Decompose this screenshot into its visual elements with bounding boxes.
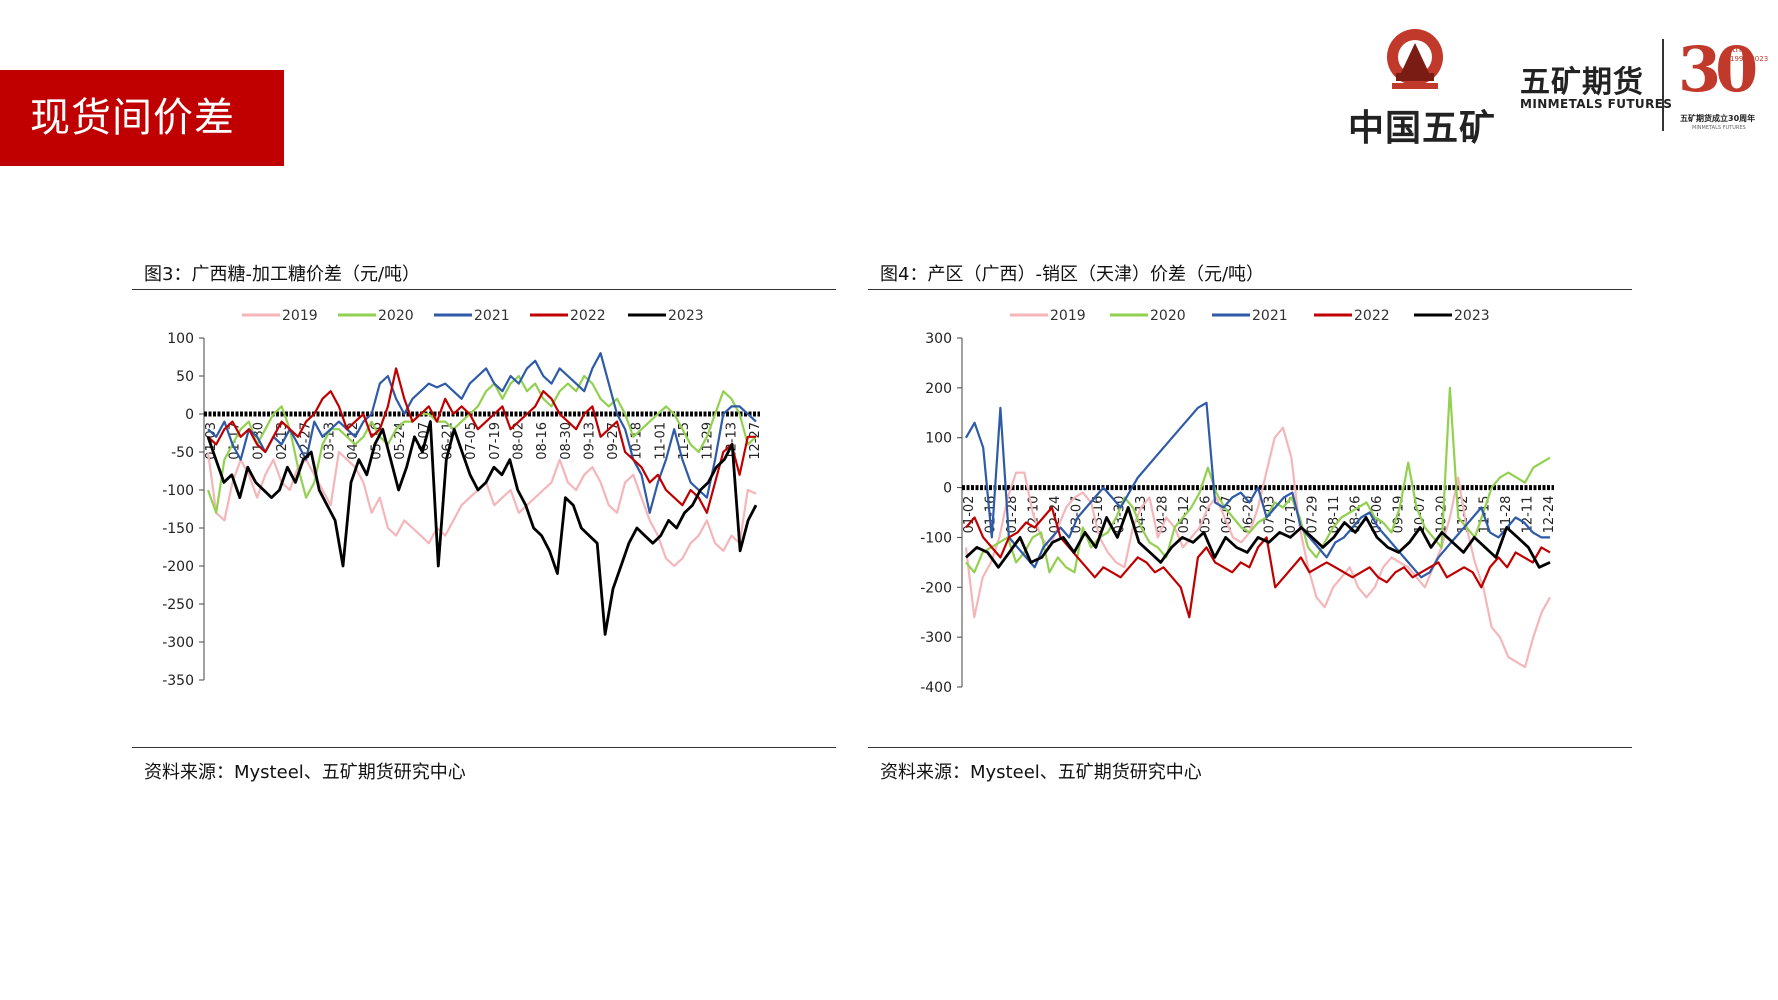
company-cn-name: 中国五矿	[1348, 108, 1497, 149]
y-tick-label: -50	[171, 445, 194, 461]
series-line-2019	[206, 450, 757, 568]
chart-source: 资料来源：Mysteel、五矿期货研究中心	[880, 762, 1202, 783]
brand-en-name: MINMETALS FUTURES	[1520, 97, 1673, 111]
x-tick-label: 08-30	[559, 422, 574, 460]
x-tick-label: 03-07	[1069, 496, 1084, 534]
x-tick-label: 11-29	[701, 422, 716, 460]
brand-cn-name: 五矿期货	[1520, 65, 1644, 100]
anniversary-caption: 五矿期货成立30周年	[1680, 114, 1756, 123]
x-tick-label: 08-16	[535, 422, 550, 460]
x-tick-label: 04-28	[1155, 496, 1170, 534]
x-tick-label: 01-02	[962, 496, 977, 534]
x-tick-label: 10-18	[630, 422, 645, 460]
chart-title: 图3：广西糖-加工糖价差（元/吨）	[144, 264, 421, 285]
y-tick-label: -400	[920, 680, 952, 696]
chart-title: 图4：产区（广西）-销区（天津）价差（元/吨）	[880, 264, 1265, 285]
y-tick-label: -350	[162, 673, 194, 689]
series-line-2020	[965, 386, 1551, 574]
series-line-2021	[207, 352, 757, 514]
legend-label: 2023	[668, 308, 704, 324]
legend-label: 2020	[378, 308, 414, 324]
chart-top-rule	[132, 289, 836, 290]
y-tick-label: -300	[162, 635, 194, 651]
y-tick-label: 0	[943, 481, 952, 497]
x-tick-label: 07-05	[464, 422, 479, 460]
x-tick-label: 11-01	[653, 422, 668, 460]
x-tick-label: 09-06	[1370, 496, 1385, 534]
y-tick-label: -300	[920, 630, 952, 646]
logo-divider	[1662, 39, 1664, 131]
y-tick-label: -250	[162, 597, 194, 613]
y-tick-label: -150	[162, 521, 194, 537]
x-tick-label: 10-20	[1435, 496, 1450, 534]
y-tick-label: 50	[176, 369, 194, 385]
legend-label: 2021	[474, 308, 510, 324]
chart-panel-right: 图4：产区（广西）-销区（天津）价差（元/吨） 300 200 100 0 -100 -2…	[868, 256, 1632, 796]
x-tick-label: 11-15	[1478, 496, 1493, 534]
y-tick-label: 100	[925, 431, 952, 447]
series-line-2019	[964, 426, 1551, 669]
x-tick-label: 09-13	[582, 422, 597, 460]
x-tick-label: 08-02	[511, 422, 526, 460]
series-line-2022	[965, 506, 1551, 619]
legend-label: 2023	[1454, 308, 1490, 324]
legend-label: 2019	[1050, 308, 1086, 324]
anniversary-suffix: th	[1732, 45, 1742, 55]
series-line-2020	[206, 374, 757, 514]
y-tick-label: -100	[920, 530, 952, 546]
y-tick-label: 0	[185, 407, 194, 423]
y-tick-label: -200	[162, 559, 194, 575]
y-tick-label: 200	[925, 381, 952, 397]
x-tick-label: 07-19	[488, 422, 503, 460]
legend-label: 2020	[1150, 308, 1186, 324]
x-tick-label: 09-27	[606, 422, 621, 460]
chart-bottom-rule	[868, 747, 1632, 748]
x-tick-label: 04-13	[1134, 496, 1149, 534]
chart-panel-left: 图3：广西糖-加工糖价差（元/吨） 100 50 0 -50 -100 -150 -200 -…	[132, 256, 836, 796]
x-tick-label: 12-27	[748, 422, 763, 460]
minmetals-emblem-icon	[1382, 27, 1448, 101]
series-line-2023	[206, 420, 758, 636]
y-tick-label: 300	[925, 331, 952, 347]
logo-area: 中国五矿 五矿期货 MINMETALS FUTURES 30 th 1993-2…	[1330, 25, 1770, 150]
x-tick-label: 03-13	[322, 422, 337, 460]
x-tick-label: 05-24	[393, 422, 408, 460]
legend-label: 2022	[1354, 308, 1390, 324]
chart-source: 资料来源：Mysteel、五矿期货研究中心	[144, 762, 466, 783]
x-tick-label: 08-11	[1327, 496, 1342, 534]
anniversary-caption-en: MINMETALS FUTURES	[1692, 125, 1746, 131]
chart-bottom-rule	[132, 747, 836, 748]
legend-label: 2019	[282, 308, 318, 324]
chart-top-rule	[868, 289, 1632, 290]
y-tick-label: -200	[920, 580, 952, 596]
series-line-2023	[965, 506, 1551, 569]
x-tick-label: 03-16	[1091, 496, 1106, 534]
x-tick-label: 12-24	[1542, 496, 1557, 534]
series-line-2022	[207, 367, 756, 514]
page-title: 现货间价差	[0, 70, 284, 166]
anniversary-years: 1993-2023	[1730, 55, 1769, 63]
anniversary-number: 30	[1678, 33, 1758, 106]
y-tick-label: 100	[167, 331, 194, 347]
legend-label: 2021	[1252, 308, 1288, 324]
x-tick-label: 06-21	[441, 422, 456, 460]
x-tick-label: 07-29	[1306, 496, 1321, 534]
y-tick-label: -100	[162, 483, 194, 499]
legend-label: 2022	[570, 308, 606, 324]
